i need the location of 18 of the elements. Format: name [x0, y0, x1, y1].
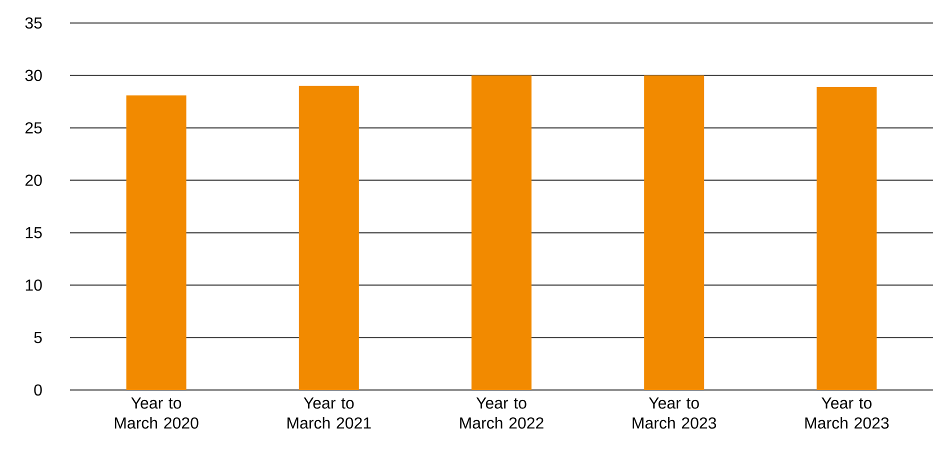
bar [644, 75, 704, 390]
bar [816, 86, 877, 390]
y-tick-label: 10 [26, 279, 42, 291]
bar [298, 86, 359, 390]
y-tick-label: 20 [25, 174, 42, 186]
x-tick-label: Year to March 2020 [114, 398, 198, 429]
x-tick-label: Year to March 2022 [460, 398, 544, 429]
x-tick-label: Year to March 2021 [288, 398, 371, 429]
y-tick-label: 15 [26, 227, 42, 238]
y-tick-label: 25 [25, 122, 42, 134]
y-tick-label: 5 [34, 332, 42, 344]
y-tick-label: 30 [25, 70, 42, 82]
y-tick-label: 35 [25, 17, 42, 29]
bar [472, 75, 532, 390]
x-tick-label: Year to March 2023 [632, 398, 716, 429]
bar [126, 95, 186, 390]
x-tick-label: Year to March 2023 [805, 398, 889, 429]
y-tick-label: 0 [34, 384, 42, 396]
